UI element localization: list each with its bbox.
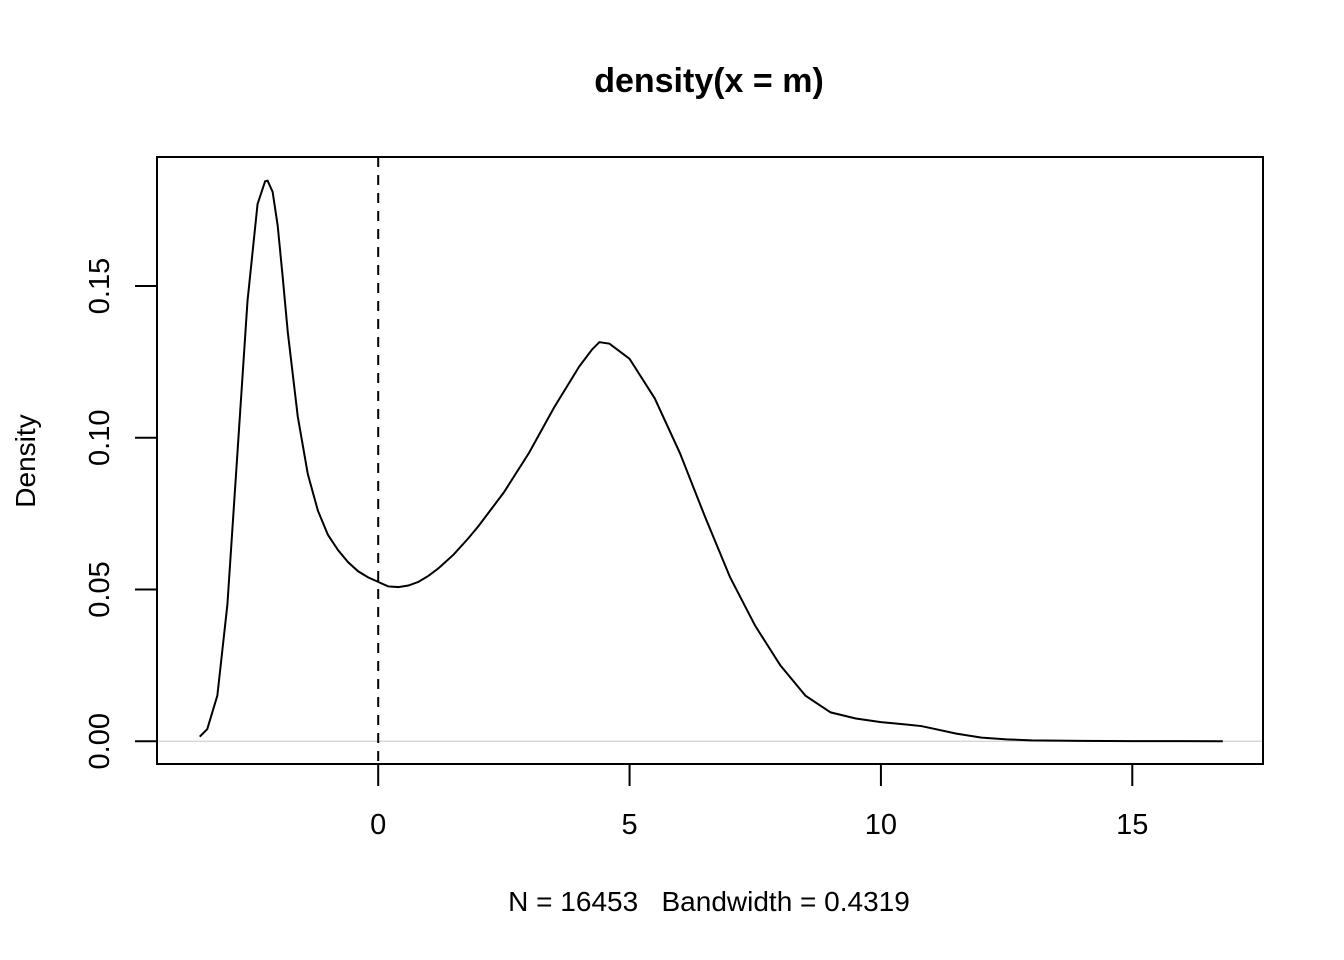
y-axis-label: Density [10,414,41,507]
y-tick-label: 0.05 [84,561,116,617]
x-tick-label: 15 [1116,809,1148,841]
x-axis: 0 5 10 15 [370,763,1148,841]
x-tick-label: 5 [621,809,637,841]
plot-frame [156,156,1264,765]
chart-title: density(x = m) [594,62,824,100]
x-axis-label: N = 16453 Bandwidth = 0.4319 [508,886,910,917]
y-tick-label: 0.00 [84,713,116,769]
y-axis: 0.00 0.05 0.10 0.15 [84,258,158,769]
x-tick-label: 0 [370,809,386,841]
x-tick-label: 10 [865,809,897,841]
density-curve [199,179,1223,743]
y-tick-label: 0.15 [84,258,116,314]
y-tick-label: 0.10 [84,410,116,466]
